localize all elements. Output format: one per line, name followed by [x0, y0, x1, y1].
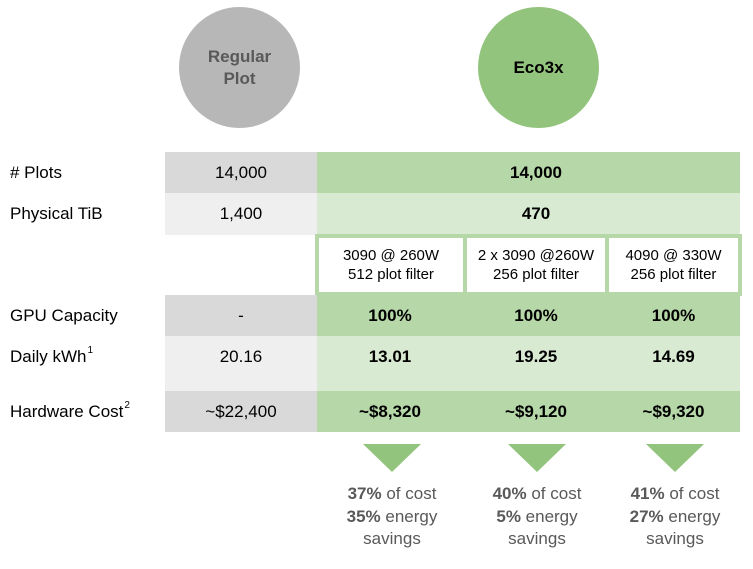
down-arrow-icon — [363, 444, 421, 472]
plots-eco-value: 14,000 — [510, 162, 562, 182]
cost-row-eco-bg — [317, 391, 740, 432]
capacity-regular-value: - — [238, 305, 244, 325]
tib-regular-value: 1,400 — [219, 204, 263, 223]
gpu-capacity-label: GPU Capacity — [10, 305, 118, 325]
kwh-row-regular-bg — [165, 336, 317, 391]
kwh-row-eco-bg — [317, 336, 740, 391]
regular-plot-header: Regular Plot — [179, 7, 300, 128]
savings-3-cost-pct: 41% — [630, 484, 665, 503]
savings-1: 37% of cost 35% energy savings — [346, 484, 438, 548]
plots-regular-value: 14,000 — [215, 162, 267, 182]
savings-2-energy-pct: 5% — [496, 506, 521, 526]
cost-eco-value-1: ~$8,320 — [359, 401, 421, 421]
gpu-config-1-model: 3090 @ 260W — [342, 247, 440, 264]
regular-plot-header-label: Regular Plot — [207, 46, 272, 88]
gpu-config-2-filter: 256 plot filter — [493, 266, 579, 283]
gpu-config-3: 4090 @ 330W 256 plot filter — [609, 238, 738, 292]
kwh-eco-value-2: 19.25 — [514, 346, 558, 366]
gpu-config-3-filter: 256 plot filter — [630, 266, 717, 283]
tib-row-regular-bg — [165, 193, 317, 235]
tib-eco-value: 470 — [521, 204, 551, 223]
savings-3-energy-pct: 27% — [629, 506, 664, 526]
capacity-eco-value-1: 100% — [368, 305, 412, 325]
plots-row-regular-bg — [165, 152, 317, 193]
cost-eco-value-3: ~$9,320 — [642, 401, 705, 421]
plots-row-eco-bg — [317, 152, 740, 193]
footnote-2: 2 — [124, 400, 130, 411]
physical-tib-label: Physical TiB — [10, 204, 103, 223]
plots-label: # Plots — [10, 162, 62, 182]
gpu-config-2: 2 x 3090 @260W 256 plot filter — [467, 238, 605, 292]
eco3x-header-label: Eco3x — [513, 57, 564, 77]
eco3x-header: Eco3x — [478, 7, 599, 128]
savings-2-cost-pct: 40% — [492, 484, 527, 503]
capacity-eco-value-2: 100% — [514, 305, 558, 325]
tib-row-eco-bg — [317, 193, 740, 235]
cost-eco-value-2: ~$9,120 — [505, 401, 567, 421]
down-arrow-icon — [508, 444, 566, 472]
savings-1-energy-pct: 35% — [346, 506, 381, 526]
cost-row-regular-bg — [165, 391, 317, 432]
capacity-row-eco-bg — [317, 295, 740, 336]
savings-1-cost-pct: 37% — [347, 484, 382, 503]
capacity-eco-value-3: 100% — [651, 305, 696, 325]
gpu-config-3-model: 4090 @ 330W — [625, 247, 722, 264]
footnote-1: 1 — [87, 345, 94, 356]
kwh-regular-value: 20.16 — [219, 346, 263, 366]
savings-3: 41% of cost 27% energy savings — [629, 484, 721, 548]
down-arrow-icon — [646, 444, 704, 472]
daily-kwh-label: Daily kWh 1 — [10, 345, 94, 366]
hardware-cost-label: Hardware Cost 2 — [10, 400, 130, 421]
cost-regular-value: ~$22,400 — [205, 401, 277, 421]
capacity-row-regular-bg — [165, 295, 317, 336]
gpu-config-1-filter: 512 plot filter — [348, 266, 434, 283]
gpu-config-1: 3090 @ 260W 512 plot filter — [319, 238, 463, 292]
kwh-eco-value-1: 13.01 — [368, 346, 412, 366]
savings-2: 40% of cost 5% energy savings — [492, 484, 582, 548]
gpu-config-2-model: 2 x 3090 @260W — [477, 247, 595, 264]
kwh-eco-value-3: 14.69 — [652, 346, 695, 366]
